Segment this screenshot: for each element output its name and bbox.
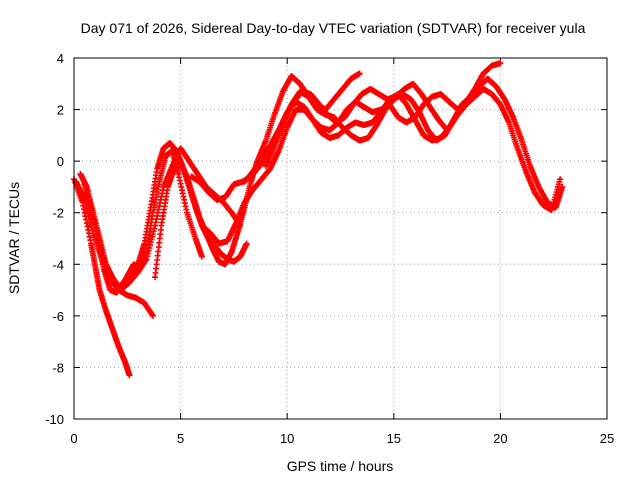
y-tick-label: -8 [52,360,64,375]
x-tick-label: 25 [600,431,614,446]
data-point [198,253,205,260]
y-tick-label: -2 [52,206,64,221]
data-point [149,312,156,319]
plot-frame [73,57,608,420]
series-sat-j [262,75,566,211]
data-point [497,60,504,67]
grid-layer [74,58,607,419]
x-tick-label: 10 [280,431,294,446]
series-sat-a [71,176,133,379]
x-tick-label: 5 [177,431,184,446]
ticks-layer: 0 5 10 15 20 25 -10 -8 -6 -4 -2 0 2 4 [45,51,614,446]
y-axis-label: SDTVAR / TECUs [6,182,22,294]
data-point [126,372,133,379]
y-tick-label: 4 [57,51,64,66]
data-point [557,176,564,183]
y-tick-label: -4 [52,257,64,272]
y-tick-label: 0 [57,154,64,169]
y-tick-label: -6 [52,309,64,324]
y-tick-label: -10 [45,412,64,427]
data-point [243,240,250,247]
chart-title: Day 071 of 2026, Sidereal Day-to-day VTE… [81,20,586,36]
x-axis-label: GPS time / hours [287,458,394,474]
data-point [356,70,363,77]
data-points-layer [71,60,566,379]
data-point [559,183,566,190]
y-tick-label: 2 [57,103,64,118]
x-tick-label: 20 [493,431,507,446]
series-sat-f [152,70,363,281]
x-tick-label: 15 [387,431,401,446]
x-tick-label: 0 [70,431,77,446]
series-sat-h [198,60,504,247]
